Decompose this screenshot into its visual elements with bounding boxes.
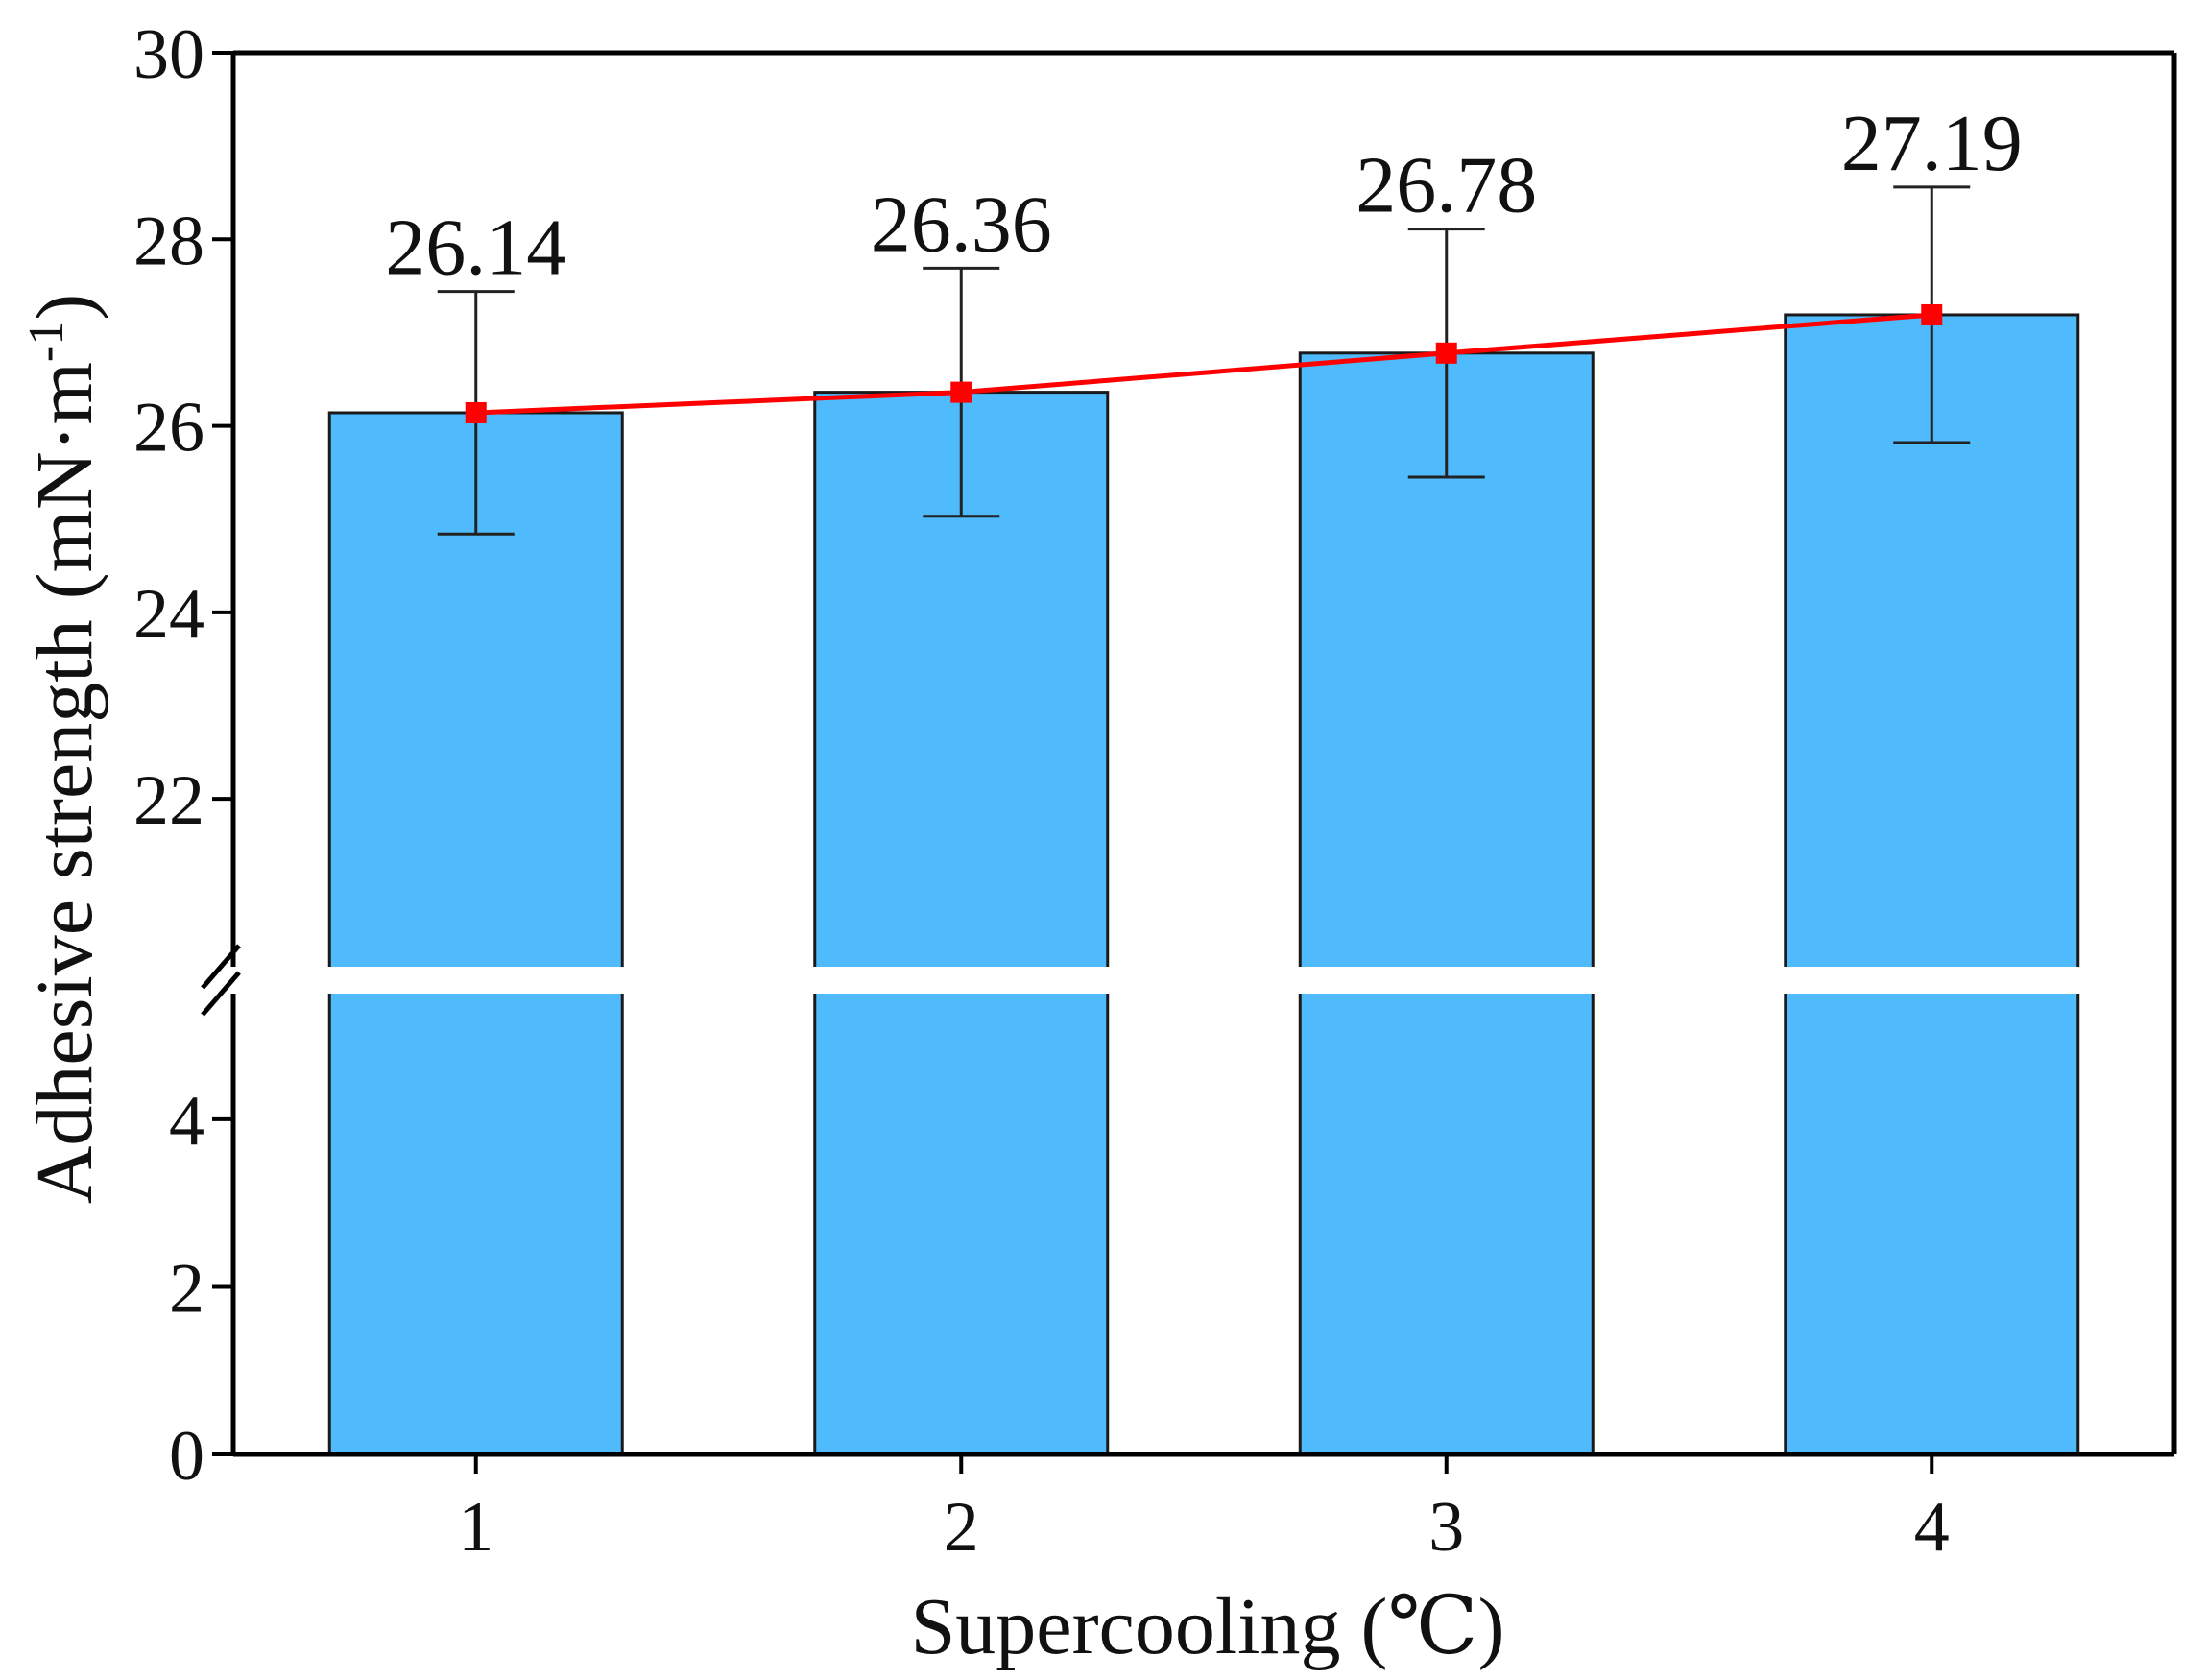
error-bars xyxy=(437,185,1971,536)
axes xyxy=(201,50,2177,1457)
y-axis-title-main: Adhesive strength (mN·m xyxy=(20,362,109,1204)
bar-3 xyxy=(1298,351,1595,1456)
x-tick-label-1: 1 xyxy=(458,1488,493,1567)
x-tick-label-2: 2 xyxy=(944,1488,979,1567)
y-tick-label-26: 26 xyxy=(133,389,204,468)
x-axis-title: Supercooling (℃) xyxy=(911,1582,1505,1671)
bar-4 xyxy=(1784,313,2080,1456)
bars xyxy=(327,313,2080,1456)
x-tick-label-3: 3 xyxy=(1428,1488,1464,1567)
axis-break-gap xyxy=(235,967,2172,994)
value-label-3: 26.78 xyxy=(1355,141,1537,230)
y-tick-label-0: 0 xyxy=(169,1417,204,1496)
ticks xyxy=(212,51,1934,1474)
y-axis-title-close: ) xyxy=(20,294,109,321)
axis-break-band xyxy=(235,967,2172,994)
y-tick-label-24: 24 xyxy=(133,575,204,654)
y-axis-title-superscript: -1 xyxy=(19,321,74,362)
break-mark-upper xyxy=(201,944,241,990)
marker-3 xyxy=(1435,342,1457,364)
value-label-4: 27.19 xyxy=(1841,99,2023,188)
trend-polyline xyxy=(475,312,1932,416)
x-tick-label-4: 4 xyxy=(1914,1488,1950,1567)
bar-2 xyxy=(813,391,1110,1456)
y-axis-title: Adhesive strength (mN·m-1) xyxy=(19,294,109,1204)
value-label-1: 26.14 xyxy=(385,204,566,293)
marker-4 xyxy=(1921,303,1943,325)
y-tick-label-28: 28 xyxy=(133,202,204,280)
y-tick-label-4: 4 xyxy=(169,1082,204,1161)
y-tick-label-2: 2 xyxy=(169,1249,204,1328)
trend-line xyxy=(465,303,1943,423)
y-tick-label-30: 30 xyxy=(133,15,204,94)
break-mark-lower xyxy=(201,971,241,1017)
y-tick-label-22: 22 xyxy=(133,761,204,840)
bar-1 xyxy=(327,411,624,1456)
marker-1 xyxy=(465,401,487,423)
value-label-2: 26.36 xyxy=(871,180,1052,269)
marker-2 xyxy=(950,381,972,403)
